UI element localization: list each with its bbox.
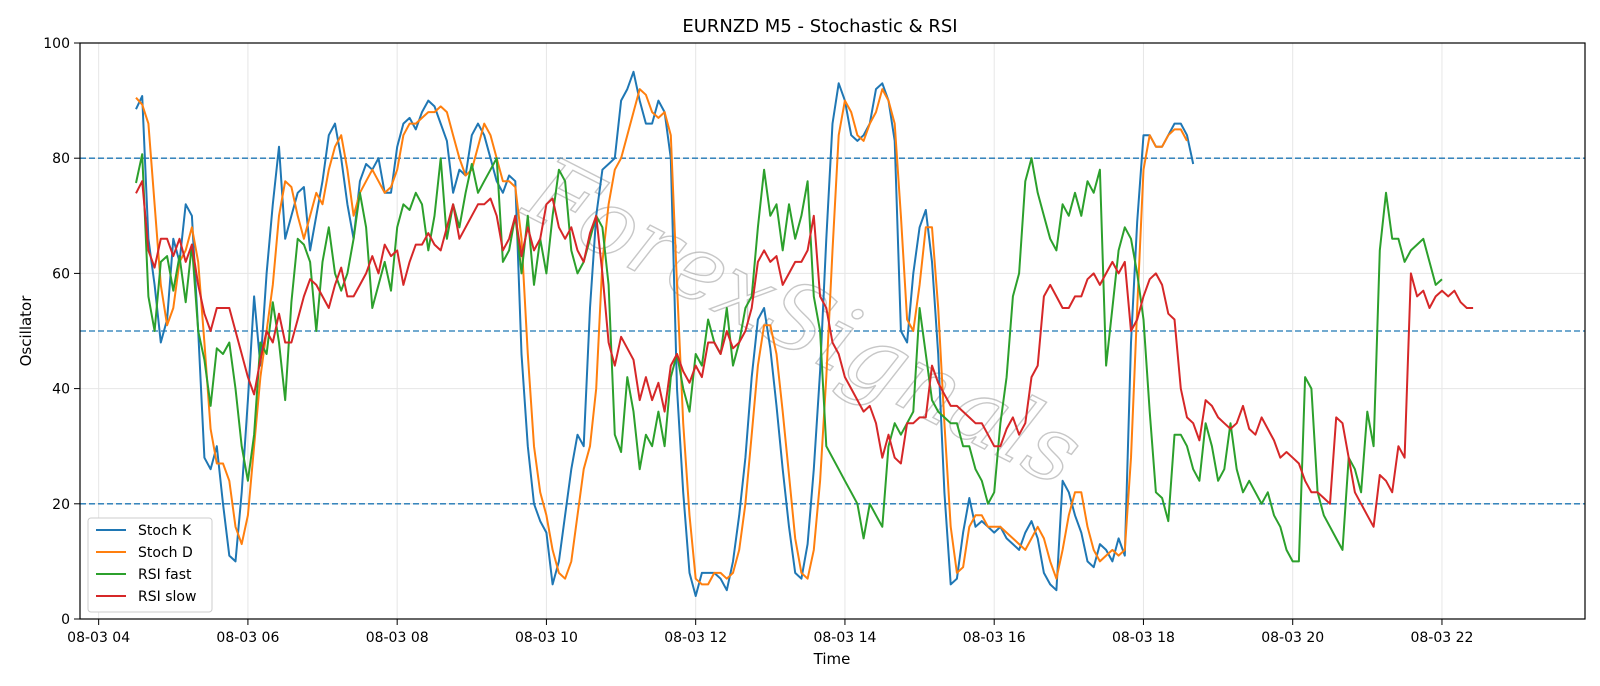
- series-line-stoch-d: [135, 88, 1188, 586]
- legend-label: RSI fast: [138, 567, 192, 583]
- series-line-rsi-slow: [135, 180, 1474, 528]
- y-tick-label: 100: [43, 36, 70, 52]
- y-tick-label: 0: [61, 612, 70, 628]
- y-tick-label: 60: [52, 266, 70, 282]
- reference-lines: [80, 157, 1585, 505]
- y-tick-label: 20: [52, 497, 70, 513]
- y-tick-label: 80: [52, 151, 70, 167]
- x-tick-label: 08-03 18: [1112, 630, 1175, 646]
- x-tick-label: 08-03 14: [813, 630, 876, 646]
- x-tick-label: 08-03 04: [67, 630, 130, 646]
- x-tick-label: 08-03 06: [216, 630, 279, 646]
- y-tick-label: 40: [52, 382, 70, 398]
- legend-label: RSI slow: [138, 589, 196, 605]
- x-axis-label: Time: [813, 650, 851, 668]
- legend: Stoch K Stoch D RSI fast RSI slow: [87, 517, 213, 613]
- x-tick-label: 08-03 10: [515, 630, 578, 646]
- axis-ticks: 08-03 04 08-03 06 08-03 08 08-03 10 08-03 12…: [43, 36, 1473, 646]
- series-line-rsi-fast: [135, 153, 1443, 563]
- x-tick-label: 08-03 12: [664, 630, 727, 646]
- legend-label: Stoch D: [138, 545, 193, 561]
- chart-title: EURNZD M5 - Stochastic & RSI: [682, 16, 957, 37]
- legend-box: [87, 517, 213, 613]
- legend-label: Stoch K: [138, 523, 192, 539]
- y-axis-label: Oscillator: [17, 295, 35, 367]
- x-tick-label: 08-03 16: [963, 630, 1026, 646]
- x-tick-label: 08-03 20: [1261, 630, 1324, 646]
- x-tick-label: 08-03 22: [1410, 630, 1473, 646]
- x-tick-label: 08-03 08: [366, 630, 429, 646]
- plot-area-frame: [79, 42, 1586, 620]
- series-lines: [135, 70, 1474, 597]
